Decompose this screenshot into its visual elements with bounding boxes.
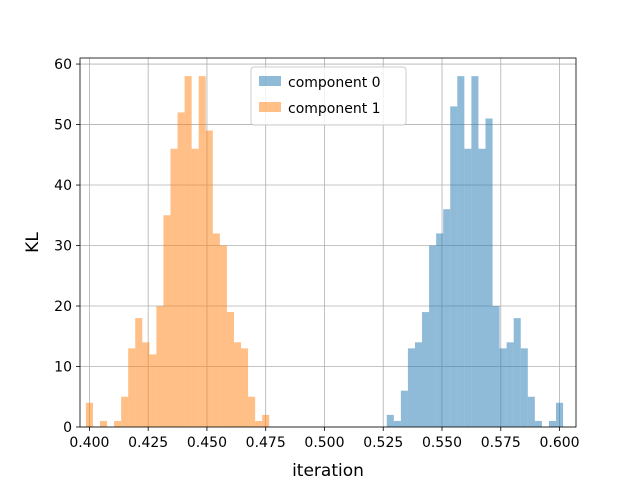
histogram-bar-component-1 <box>99 420 108 427</box>
histogram-bar-component-1 <box>191 148 199 427</box>
x-tick-label: 0.550 <box>422 435 462 451</box>
histogram-bar-component-0 <box>548 420 557 427</box>
x-tick-label: 0.600 <box>539 435 579 451</box>
histogram-bar-component-0 <box>450 106 458 428</box>
legend-swatch <box>259 102 281 112</box>
y-axis-label: KL <box>23 232 43 253</box>
x-axis-label: iteration <box>292 461 364 480</box>
histogram-bar-component-0 <box>443 209 451 427</box>
histogram-bar-component-0 <box>386 414 394 427</box>
histogram-bar-component-1 <box>233 342 242 427</box>
y-tick-label: 20 <box>54 299 72 315</box>
histogram-bar-component-0 <box>556 402 564 427</box>
histogram-bar-component-0 <box>478 148 486 427</box>
histogram-bar-component-0 <box>393 420 401 427</box>
histogram-bar-component-1 <box>149 354 157 427</box>
histogram-bar-component-0 <box>513 318 521 427</box>
histogram-bar-component-1 <box>177 112 185 427</box>
histogram-bar-component-1 <box>128 348 136 427</box>
histogram-bar-component-1 <box>241 348 249 427</box>
histogram-bar-component-1 <box>184 76 192 428</box>
histogram-bar-component-0 <box>436 233 444 427</box>
histogram-bar-component-1 <box>255 420 263 427</box>
histogram-bar-component-0 <box>520 348 528 427</box>
x-tick-label: 0.425 <box>128 435 168 451</box>
histogram-bar-component-1 <box>85 402 93 427</box>
histogram-bar-component-1 <box>170 148 178 427</box>
histogram-bar-component-1 <box>219 245 227 427</box>
histogram-bar-component-0 <box>471 76 479 428</box>
histogram-bar-component-1 <box>114 420 122 427</box>
x-tick-label: 0.525 <box>363 435 403 451</box>
histogram-bar-component-0 <box>464 148 472 427</box>
histogram-bar-component-1 <box>248 396 256 427</box>
histogram-bar-component-0 <box>457 76 465 428</box>
histogram-bar-component-0 <box>400 390 408 427</box>
histogram-bars <box>85 76 564 428</box>
histogram-bar-component-0 <box>414 342 423 427</box>
histogram-bar-component-0 <box>485 118 493 427</box>
histogram-bar-component-1 <box>262 414 270 427</box>
x-tick-label: 0.450 <box>187 435 227 451</box>
y-tick-label: 40 <box>54 178 72 194</box>
y-tick-label: 60 <box>54 57 72 73</box>
x-axis-ticks: 0.400 0.425 0.450 0.475 0.500 0.525 0.550 0.575… <box>69 427 580 451</box>
histogram-bar-component-1 <box>135 318 143 427</box>
y-axis-ticks: 0 10 20 30 40 50 60 <box>54 57 80 436</box>
x-tick-label: 0.500 <box>304 435 344 451</box>
histogram-bar-component-0 <box>492 306 500 427</box>
histogram-bar-component-1 <box>198 76 206 428</box>
x-tick-label: 0.575 <box>481 435 521 451</box>
histogram-bar-component-1 <box>226 312 234 427</box>
plot-frame <box>79 57 577 428</box>
legend: component 0 component 1 <box>250 66 407 126</box>
legend-entry: component 1 <box>288 101 381 117</box>
histogram-bar-component-1 <box>121 396 129 427</box>
legend-entry: component 0 <box>288 75 381 91</box>
histogram-bar-component-0 <box>506 342 514 427</box>
y-tick-label: 0 <box>63 420 72 436</box>
legend-swatch <box>259 76 281 86</box>
histogram-bar-component-0 <box>499 348 507 427</box>
x-tick-label: 0.400 <box>69 435 109 451</box>
x-tick-label: 0.475 <box>246 435 286 451</box>
histogram-bar-component-0 <box>527 396 535 427</box>
y-tick-label: 30 <box>54 239 72 255</box>
histogram-bar-component-1 <box>156 306 164 427</box>
y-tick-label: 50 <box>54 118 72 134</box>
histogram-bar-component-0 <box>534 420 542 427</box>
histogram-bar-component-0 <box>422 312 430 427</box>
histogram-bar-component-1 <box>212 233 220 427</box>
legend-box <box>250 66 407 126</box>
histogram-bar-component-1 <box>205 130 213 428</box>
histogram-bar-component-0 <box>407 348 415 427</box>
histogram-bar-component-1 <box>163 215 171 427</box>
histogram-bar-component-1 <box>142 342 150 427</box>
y-tick-label: 10 <box>54 360 72 376</box>
histogram-bar-component-0 <box>429 245 437 427</box>
